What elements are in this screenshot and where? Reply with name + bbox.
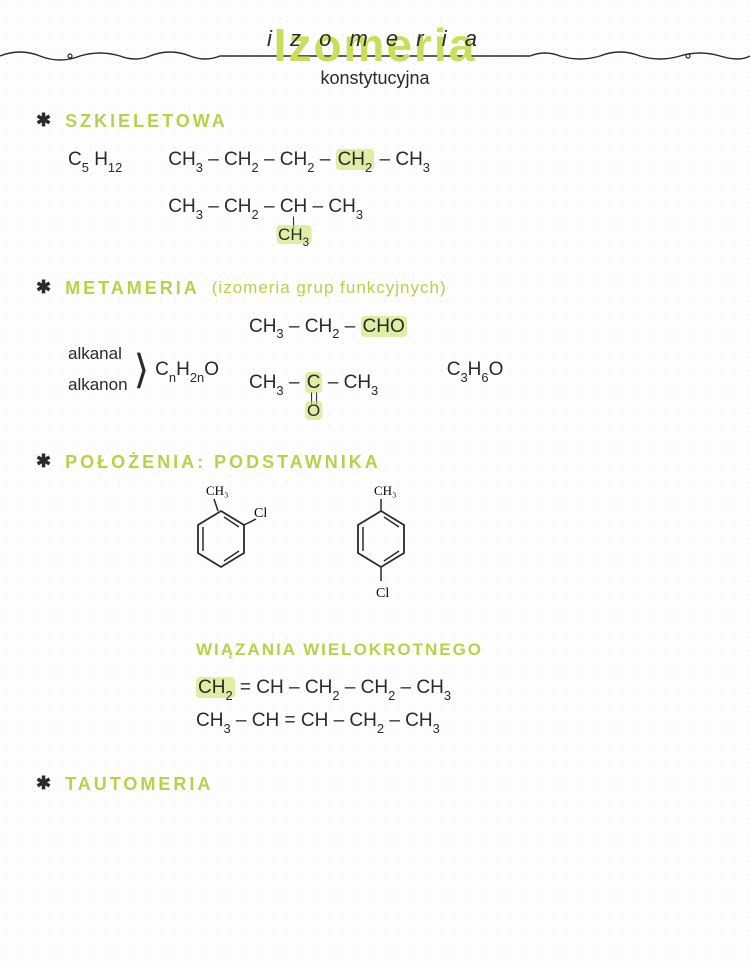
molecular-formula-c5h12: C5 H12 — [68, 144, 122, 177]
svg-text:CH₃: CH₃ — [374, 483, 397, 498]
heading-podstawnika: PODSTAWNIKA — [214, 452, 381, 473]
pentene-2: CH3 – CH = CH – CH2 – CH3 — [196, 705, 714, 738]
label-alkanal: alkanal — [68, 340, 128, 369]
svg-text:CH₃: CH₃ — [206, 483, 229, 498]
propanone-formula: CH3 – C| |O – CH3 — [249, 367, 407, 430]
bullet-star-icon: ✱ — [36, 277, 53, 298]
page-title-block: Izomeria i z o m e r i a konstytucyjna — [0, 0, 750, 89]
brace-icon: ⟩ — [134, 352, 150, 388]
section-tautomeria: ✱ TAUTOMERIA — [36, 774, 714, 795]
benzene-para: CH₃ Cl — [336, 483, 426, 618]
subheading-wiazania: WIĄZANIA WIELOKROTNEGO — [196, 640, 714, 660]
bullet-star-icon: ✱ — [36, 110, 53, 131]
heading-polozenia: POŁOŻENIA: — [65, 452, 206, 473]
bullet-star-icon: ✱ — [36, 773, 53, 794]
heading-szkieletowa: SZKIELETOWA — [65, 111, 228, 132]
section-polozenia: ✱ POŁOŻENIA: PODSTAWNIKA CH₃ Cl CH₃ — [36, 452, 714, 738]
section-szkieletowa: ✱ SZKIELETOWA C5 H12 CH3 – CH2 – CH2 – C… — [36, 111, 714, 256]
molecular-formula-c3h6o: C3H6O — [447, 354, 504, 387]
isomer-isopentane: CH3 – CH2 – CH|CH3 – CH3 — [168, 191, 430, 256]
heading-tautomeria: TAUTOMERIA — [65, 774, 213, 795]
heading-metameria: METAMERIA — [65, 278, 200, 299]
bullet-star-icon: ✱ — [36, 451, 53, 472]
label-alkanon: alkanon — [68, 371, 128, 400]
title-spaced: i z o m e r i a — [0, 26, 750, 52]
svg-text:Cl: Cl — [254, 506, 266, 521]
generic-cnh2no: CnH2nO — [155, 354, 219, 387]
alkanal-alkanon-group: alkanal alkanon ⟩ CnH2nO — [68, 340, 219, 400]
propanal-formula: CH3 – CH2 – CHO — [249, 311, 407, 344]
section-metameria: ✱ METAMERIA (izomeria grup funkcyjnych) … — [36, 278, 714, 431]
isomer-pentane: CH3 – CH2 – CH2 – CH2 – CH3 — [168, 144, 430, 177]
svg-text:Cl: Cl — [376, 586, 389, 601]
benzene-ortho: CH₃ Cl — [176, 483, 266, 598]
pentene-1: CH2 = CH – CH2 – CH2 – CH3 — [196, 672, 714, 705]
heading-metameria-note: (izomeria grup funkcyjnych) — [212, 278, 447, 298]
